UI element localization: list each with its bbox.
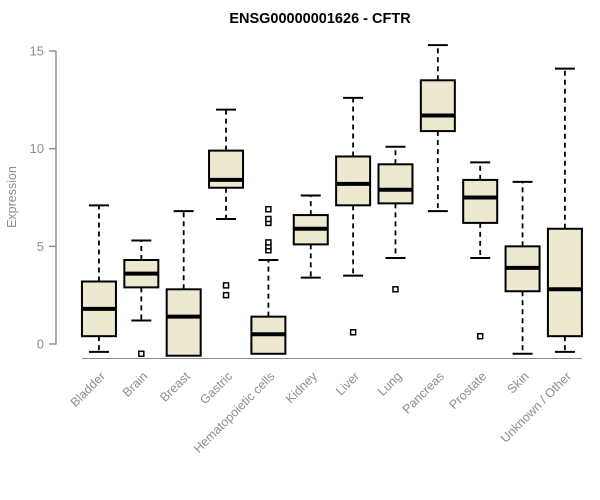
x-tick-label: Brain (120, 369, 151, 400)
outlier-point (222, 291, 230, 299)
x-tick-label: Lung (375, 369, 405, 399)
y-tick-label: 15 (30, 44, 44, 59)
outlier-point (222, 282, 230, 289)
box (377, 163, 414, 205)
y-tick-label: 5 (37, 239, 44, 254)
y-tick-label: 0 (37, 337, 44, 352)
x-tick-label: Skin (505, 369, 532, 396)
y-tick-label: 10 (30, 141, 44, 156)
y-axis-title: Expression (5, 166, 19, 228)
box (165, 288, 202, 357)
x-tick-label: Hematopoietic cells (191, 369, 278, 456)
box (546, 227, 583, 338)
outlier-point (265, 205, 272, 213)
x-tick-label: Kidney (283, 369, 320, 406)
box (208, 149, 245, 189)
outlier-point (265, 215, 272, 223)
box (462, 178, 499, 224)
outlier-point (138, 350, 145, 358)
outlier-point (265, 239, 272, 246)
x-tick-label: Bladder (68, 369, 108, 409)
plot-area: 0 5 10 15 Bladder Brain Breast GastricHematopoi… (30, 44, 583, 456)
x-tick-label: Breast (157, 369, 193, 405)
outlier-point (392, 286, 399, 293)
box (335, 155, 372, 207)
outlier-point (476, 332, 484, 340)
box (419, 79, 456, 133)
chart-title: ENSG00000001626 - CFTR (229, 11, 411, 27)
x-tick-label: Pancreas (400, 369, 447, 416)
x-tick-label: Prostate (446, 369, 489, 412)
x-tick-label: Gastric (197, 369, 235, 407)
x-tick-label: Liver (333, 369, 362, 398)
outlier-point (349, 329, 357, 336)
